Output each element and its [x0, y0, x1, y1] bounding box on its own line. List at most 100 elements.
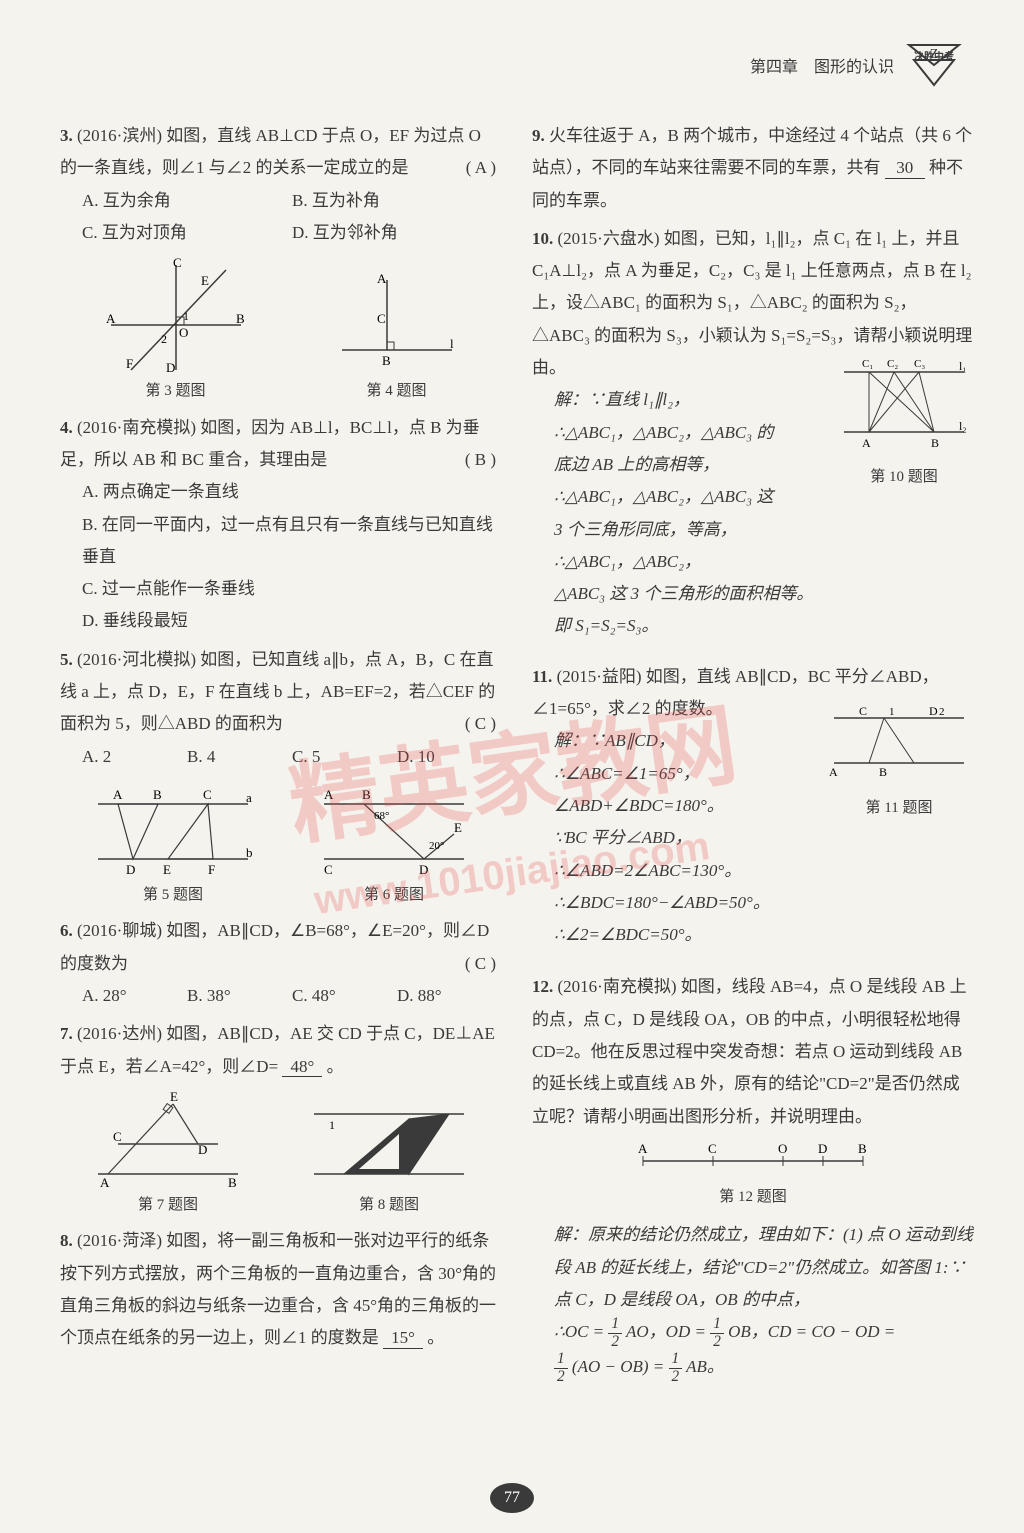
- frac-half-4: 12: [669, 1351, 683, 1386]
- q8-blank: 15°: [383, 1329, 423, 1349]
- svg-text:C: C: [203, 787, 212, 802]
- fig12-caption: 第 12 题图: [532, 1183, 974, 1212]
- q12-text: 如图，线段 AB=4，点 O 是线段 AB 上的点，点 C，D 是线段 OA，O…: [532, 977, 967, 1125]
- fig11-caption: 第 11 题图: [824, 794, 974, 823]
- figure-3: CE AB 12 O FD 第 3 题图: [101, 255, 251, 406]
- q12-num: 12.: [532, 977, 553, 996]
- q3-answer: ( A ): [466, 152, 496, 184]
- q6-opt-c: C. 48°: [292, 980, 397, 1012]
- svg-text:2: 2: [939, 706, 945, 718]
- q11-num: 11.: [532, 667, 552, 686]
- svg-text:C: C: [324, 862, 333, 877]
- q9-num: 9.: [532, 126, 545, 145]
- svg-text:C₁: C₁: [862, 358, 873, 370]
- q5-answer: ( C ): [465, 708, 496, 740]
- svg-text:20°: 20°: [429, 840, 444, 852]
- svg-text:B: B: [362, 787, 371, 802]
- svg-text:A: A: [829, 765, 838, 779]
- svg-text:F: F: [126, 356, 133, 371]
- svg-text:D: D: [198, 1142, 207, 1157]
- q5-opt-a: A. 2: [82, 741, 187, 773]
- q3-opt-d: D. 互为邻补角: [292, 217, 502, 249]
- q3-opt-b: B. 互为补角: [292, 185, 502, 217]
- svg-text:B: B: [931, 436, 939, 450]
- q5-opt-b: B. 4: [187, 741, 292, 773]
- svg-text:A: A: [100, 1175, 110, 1189]
- svg-text:F: F: [208, 862, 215, 877]
- figure-5: ABC a DEF b 第 5 题图: [88, 779, 258, 910]
- q3-opt-a: A. 互为余角: [82, 185, 292, 217]
- q10-num: 10.: [532, 229, 553, 248]
- q10-src: (2015·六盘水): [558, 229, 660, 248]
- svg-text:B: B: [236, 311, 245, 326]
- svg-text:C: C: [377, 311, 386, 326]
- svg-text:A: A: [862, 436, 871, 450]
- svg-text:A: A: [113, 787, 123, 802]
- q7-src: (2016·达州): [77, 1024, 162, 1043]
- fig-row-3-4: CE AB 12 O FD 第 3 题图 A C B l 第: [60, 255, 502, 406]
- q11-src: (2015·益阳): [557, 667, 642, 686]
- q5-opt-c: C. 5: [292, 741, 397, 773]
- fig10-caption: 第 10 题图: [834, 463, 974, 492]
- q10-sol-4: 3 个三角形同底，等高，: [554, 514, 974, 546]
- svg-text:D: D: [126, 862, 135, 877]
- question-10: 10. (2015·六盘水) 如图，已知，l₁∥l₂，点 C₁ 在 l₁ 上，并…: [532, 223, 974, 643]
- badge-text: 决胜中考: [914, 48, 954, 63]
- svg-text:O: O: [179, 325, 188, 340]
- q4-opt-d: D. 垂线段最短: [82, 605, 502, 637]
- svg-text:l₂: l₂: [959, 419, 967, 433]
- page-header: 第四章 图形的认识 Z 决胜中考: [750, 40, 964, 90]
- svg-text:B: B: [153, 787, 162, 802]
- q6-answer: ( C ): [465, 948, 496, 980]
- svg-text:2: 2: [161, 332, 167, 346]
- q6-opt-b: B. 38°: [187, 980, 292, 1012]
- figure-12: A C O D B 第 12 题图: [532, 1141, 974, 1212]
- q4-num: 4.: [60, 418, 73, 437]
- q12-sol-f3: OB，CD = CO − OD =: [728, 1323, 895, 1342]
- fig6-caption: 第 6 题图: [314, 881, 474, 910]
- fig-row-7-8: E CD AB 第 7 题图 1 第 8 题图: [60, 1089, 502, 1220]
- svg-text:D: D: [419, 862, 428, 877]
- figure-10: C₁C₂C₃ l₁ AB l₂ 第 10 题图: [834, 352, 974, 491]
- frac-half-2: 12: [710, 1316, 724, 1351]
- question-3: 3. (2016·滨州) 如图，直线 AB⊥CD 于点 O，EF 为过点 O 的…: [60, 120, 502, 249]
- q6-opt-d: D. 88°: [397, 980, 502, 1012]
- frac-half-1: 12: [608, 1316, 622, 1351]
- question-7: 7. (2016·达州) 如图，AB∥CD，AE 交 CD 于点 C，DE⊥AE…: [60, 1018, 502, 1083]
- svg-text:C₃: C₃: [914, 358, 925, 370]
- q12-solution: 解：原来的结论仍然成立，理由如下：(1) 点 O 运动到线段 AB 的延长线上，…: [532, 1219, 974, 1385]
- q8-num: 8.: [60, 1231, 73, 1250]
- fig3-caption: 第 3 题图: [101, 377, 251, 406]
- fig4-caption: 第 4 题图: [332, 377, 462, 406]
- svg-text:B: B: [382, 353, 391, 368]
- svg-text:E: E: [170, 1089, 178, 1104]
- badge-logo: Z 决胜中考: [904, 40, 964, 90]
- svg-text:b: b: [246, 845, 253, 860]
- question-4: 4. (2016·南充模拟) 如图，因为 AB⊥l，BC⊥l，点 B 为垂足，所…: [60, 412, 502, 638]
- q10-sol-7: 即 S₁=S₂=S₃。: [554, 610, 974, 642]
- q4-answer: ( B ): [465, 444, 496, 476]
- svg-text:C: C: [113, 1129, 122, 1144]
- right-column: 9. 火车往返于 A，B 两个城市，中途经过 4 个站点（共 6 个站点），不同…: [532, 120, 974, 1392]
- svg-text:a: a: [246, 790, 252, 805]
- q8-text-b: 。: [427, 1328, 444, 1347]
- q8-src: (2016·菏泽): [77, 1231, 162, 1250]
- q7-blank: 48°: [282, 1058, 322, 1078]
- figure-11: 12 AB CD 第 11 题图: [824, 693, 974, 822]
- svg-text:D: D: [818, 1141, 827, 1156]
- q10-sol-5: ∴△ABC₁，△ABC₂，: [554, 546, 974, 578]
- question-6: 6. (2016·聊城) 如图，AB∥CD，∠B=68°，∠E=20°，则∠D …: [60, 915, 502, 1012]
- svg-text:B: B: [879, 765, 887, 779]
- svg-text:B: B: [858, 1141, 867, 1156]
- q5-num: 5.: [60, 650, 73, 669]
- question-8: 8. (2016·菏泽) 如图，将一副三角板和一张对边平行的纸条按下列方式摆放，…: [60, 1225, 502, 1354]
- svg-text:C: C: [173, 255, 182, 270]
- q5-opt-d: D. 10: [397, 741, 502, 773]
- q7-num: 7.: [60, 1024, 73, 1043]
- q4-opt-b: B. 在同一平面内，过一点有且只有一条直线与已知直线垂直: [82, 509, 502, 574]
- q11-sol-4: ∴∠ABD=2∠ABC=130°。: [554, 855, 974, 887]
- svg-text:C: C: [859, 704, 867, 718]
- figure-7: E CD AB 第 7 题图: [88, 1089, 248, 1220]
- chapter-title: 第四章 图形的认识: [750, 53, 894, 77]
- svg-text:1: 1: [889, 706, 895, 718]
